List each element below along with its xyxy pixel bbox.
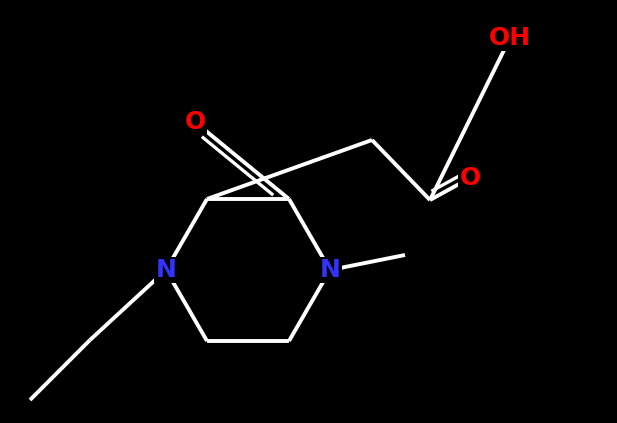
Text: N: N (155, 258, 176, 282)
Text: O: O (184, 110, 205, 134)
Text: N: N (320, 258, 341, 282)
Text: OH: OH (489, 26, 531, 50)
Text: O: O (460, 166, 481, 190)
